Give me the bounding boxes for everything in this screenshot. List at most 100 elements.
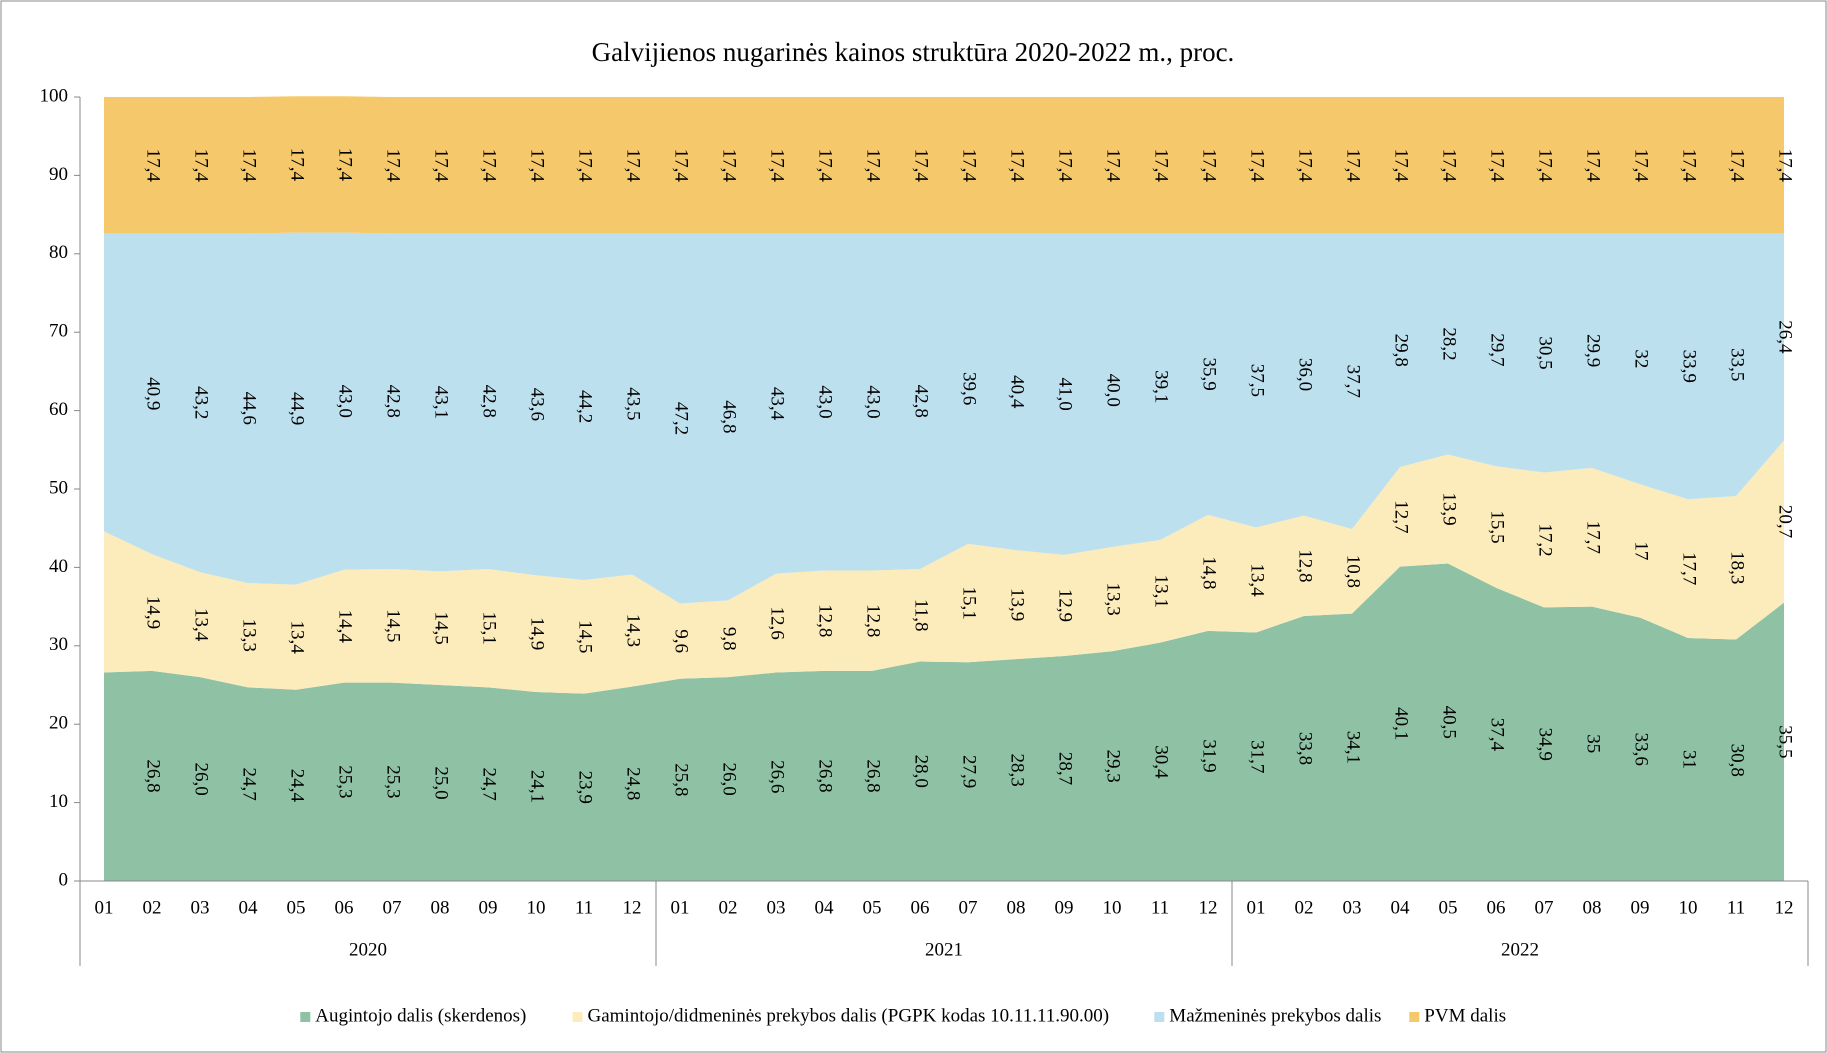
x-tick-label: 01: [95, 897, 114, 918]
legend-label: PVM dalis: [1424, 1005, 1506, 1026]
data-label: 17,4: [479, 149, 500, 183]
data-label: 12,6: [767, 606, 788, 639]
data-label: 9,8: [719, 627, 740, 651]
data-label: 14,5: [431, 612, 452, 645]
data-label: 17,4: [623, 149, 644, 183]
data-label: 36,0: [1295, 358, 1316, 391]
data-label: 17,4: [335, 148, 356, 182]
data-label: 17,4: [863, 149, 884, 183]
data-label: 13,1: [1151, 575, 1172, 608]
data-label: 17,4: [1775, 149, 1796, 183]
data-label: 46,8: [719, 400, 740, 433]
data-label: 17,4: [383, 149, 404, 183]
data-label: 33,8: [1295, 732, 1316, 765]
y-tick-label: 20: [49, 713, 68, 734]
data-label: 42,8: [911, 385, 932, 418]
data-label: 33,6: [1631, 733, 1652, 766]
data-label: 17,4: [191, 149, 212, 183]
x-tick-label: 05: [863, 897, 882, 918]
data-label: 17,4: [719, 149, 740, 183]
y-tick-label: 30: [49, 634, 68, 655]
data-label: 17,4: [815, 149, 836, 183]
data-label: 17,4: [1247, 149, 1268, 183]
data-label: 17,4: [911, 149, 932, 183]
data-label: 17,4: [1679, 149, 1700, 183]
data-label: 14,5: [383, 609, 404, 642]
data-label: 25,8: [671, 763, 692, 796]
x-tick-label: 11: [1727, 897, 1745, 918]
area: [104, 440, 1784, 694]
legend-swatch: [1154, 1012, 1165, 1022]
data-label: 28,7: [1055, 752, 1076, 785]
data-label: 18,3: [1727, 551, 1748, 584]
data-label: 17: [1631, 541, 1652, 560]
data-label: 33,5: [1727, 348, 1748, 381]
data-label: 17,4: [671, 149, 692, 183]
data-label: 26,0: [719, 762, 740, 795]
data-label: 17,4: [959, 149, 980, 183]
legend-swatch: [572, 1012, 583, 1022]
data-label: 28,3: [1007, 753, 1028, 786]
y-tick-label: 10: [49, 791, 68, 812]
data-label: 17,4: [1151, 149, 1172, 183]
data-label: 17,4: [431, 149, 452, 183]
x-tick-label: 05: [287, 897, 306, 918]
data-label: 39,1: [1151, 370, 1172, 403]
x-tick-label: 02: [143, 897, 162, 918]
x-tick-label: 10: [1679, 897, 1698, 918]
data-label: 23,9: [575, 771, 596, 804]
data-label: 17,4: [1439, 149, 1460, 183]
data-label: 17,4: [1055, 149, 1076, 183]
data-label: 30,8: [1727, 744, 1748, 777]
x-tick-label: 06: [1487, 897, 1506, 918]
data-label: 35: [1583, 734, 1604, 753]
data-label: 17,4: [1007, 149, 1028, 183]
x-tick-label: 06: [335, 897, 354, 918]
x-tick-label: 09: [479, 897, 498, 918]
data-label: 14,5: [575, 620, 596, 653]
data-label: 17,4: [1103, 149, 1124, 183]
x-tick-label: 08: [1007, 897, 1026, 918]
x-tick-label: 02: [719, 897, 738, 918]
data-label: 17,4: [1199, 149, 1220, 183]
data-label: 26,0: [191, 762, 212, 795]
data-label: 24,1: [527, 770, 548, 803]
x-tick-label: 02: [1295, 897, 1314, 918]
data-label: 29,7: [1487, 333, 1508, 366]
x-tick-label: 03: [191, 897, 210, 918]
data-label: 47,2: [671, 402, 692, 435]
data-label: 30,4: [1151, 745, 1172, 779]
data-label: 9,6: [671, 629, 692, 653]
data-label: 37,5: [1247, 364, 1268, 397]
data-label: 31: [1679, 750, 1700, 769]
x-tick-label: 04: [1391, 897, 1411, 918]
data-label: 40,0: [1103, 374, 1124, 407]
data-label: 20,7: [1775, 505, 1796, 538]
data-label: 17,4: [1583, 149, 1604, 183]
x-tick-label: 03: [1343, 897, 1362, 918]
x-tick-label: 01: [1247, 897, 1266, 918]
data-label: 43,0: [815, 385, 836, 418]
data-label: 17,7: [1583, 521, 1604, 554]
x-tick-label: 06: [911, 897, 930, 918]
data-label: 27,9: [959, 755, 980, 788]
data-label: 43,4: [767, 387, 788, 421]
data-label: 40,5: [1439, 706, 1460, 739]
data-label: 13,4: [191, 608, 212, 642]
data-label: 44,9: [287, 392, 308, 425]
data-label: 17,4: [527, 149, 548, 183]
legend-swatch: [300, 1012, 311, 1022]
data-label: 13,3: [239, 619, 260, 652]
x-tick-label: 04: [815, 897, 835, 918]
data-label: 26,4: [1775, 320, 1796, 354]
data-label: 37,7: [1343, 365, 1364, 398]
data-label: 24,8: [623, 767, 644, 800]
y-tick-label: 50: [49, 477, 68, 498]
data-label: 42,8: [383, 385, 404, 418]
x-tick-label: 07: [1535, 897, 1554, 918]
x-tick-label: 10: [1103, 897, 1122, 918]
data-label: 17,7: [1679, 552, 1700, 585]
data-label: 17,4: [1535, 149, 1556, 183]
x-tick-label: 11: [1151, 897, 1169, 918]
